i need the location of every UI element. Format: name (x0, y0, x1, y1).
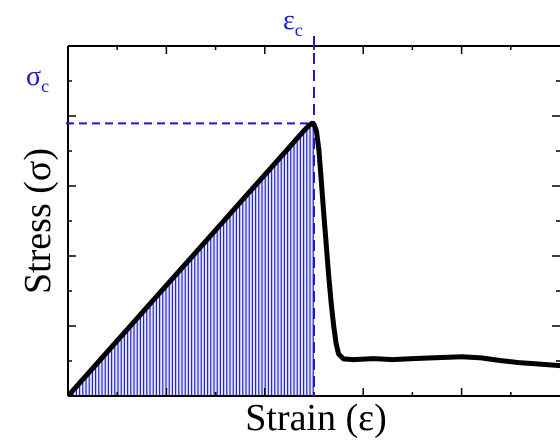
stress-strain-curve (68, 120, 560, 396)
critical-stress-label: σc (26, 61, 49, 96)
x-axis-label: Strain (ε) (245, 397, 387, 439)
sigma-subscript: c (41, 76, 49, 96)
stress-strain-curve-layer (68, 120, 560, 396)
epsilon-subscript: c (295, 20, 303, 40)
sigma-symbol: σ (26, 61, 41, 92)
epsilon-symbol: ε (283, 5, 295, 36)
critical-point-guides (66, 36, 315, 396)
critical-strain-label: εc (283, 5, 303, 40)
y-axis-label: Stress (σ) (17, 148, 59, 294)
